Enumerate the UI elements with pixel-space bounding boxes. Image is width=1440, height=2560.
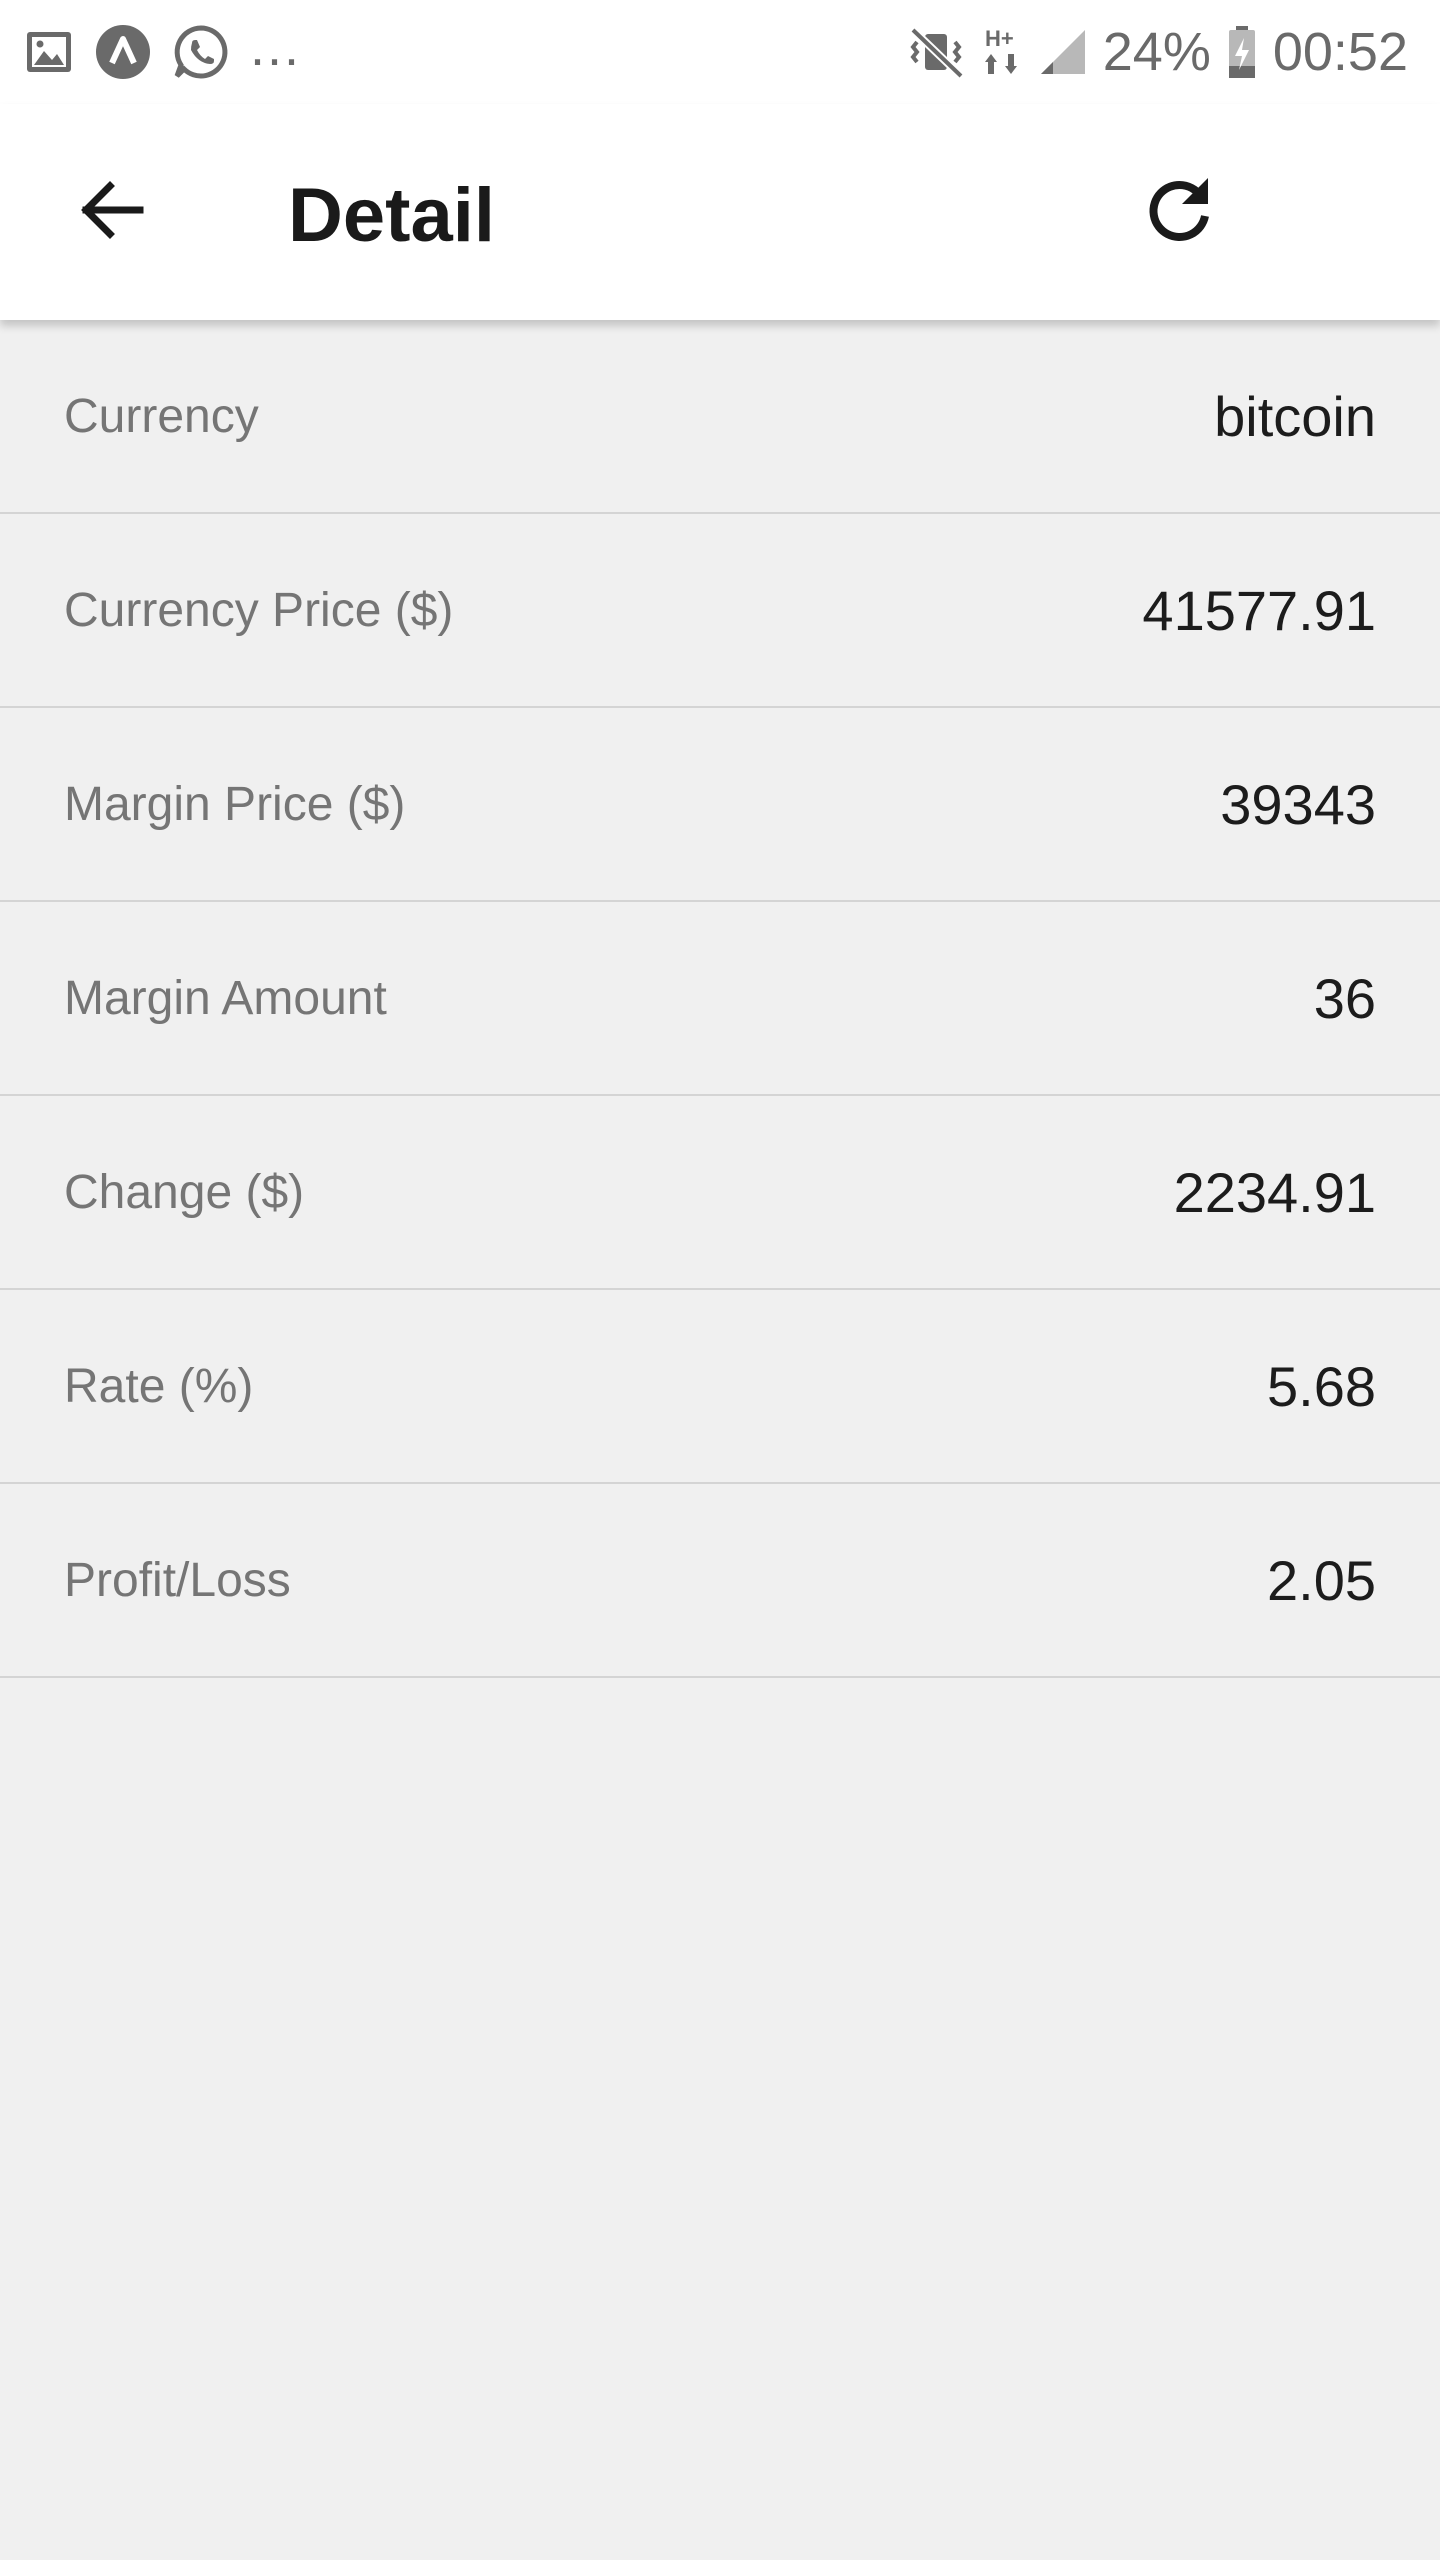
detail-label: Currency (64, 389, 259, 443)
detail-label: Margin Amount (64, 971, 387, 1025)
detail-row-currency: Currency bitcoin (0, 320, 1440, 514)
svg-text:H+: H+ (985, 26, 1014, 51)
app-bar: Detail (0, 104, 1440, 320)
detail-value: 41577.91 (1142, 578, 1376, 642)
refresh-button[interactable] (1130, 162, 1230, 262)
detail-row-margin-amount: Margin Amount 36 (0, 902, 1440, 1096)
detail-value: bitcoin (1214, 384, 1376, 448)
refresh-icon (1142, 172, 1218, 253)
whatsapp-icon (172, 23, 230, 81)
arrow-left-icon (76, 174, 148, 251)
detail-label: Rate (%) (64, 1359, 254, 1413)
detail-row-margin-price: Margin Price ($) 39343 (0, 708, 1440, 902)
detail-row-rate: Rate (%) 5.68 (0, 1290, 1440, 1484)
status-system: H+ 24% 00:52 (907, 14, 1408, 90)
status-bar: ... H+ 24% (0, 0, 1440, 104)
more-notifications-indicator: ... (250, 17, 302, 77)
signal-icon (1039, 28, 1087, 76)
gallery-icon (24, 27, 74, 77)
detail-value: 5.68 (1267, 1354, 1376, 1418)
back-button[interactable] (62, 162, 162, 262)
status-notifications: ... (24, 17, 302, 86)
detail-label: Change ($) (64, 1165, 305, 1219)
detail-value: 2.05 (1267, 1548, 1376, 1612)
detail-value: 39343 (1220, 772, 1376, 836)
battery-percent: 24% (1102, 22, 1211, 82)
page-title: Detail (288, 173, 495, 258)
detail-label: Margin Price ($) (64, 777, 406, 831)
mute-vibrate-icon (907, 24, 967, 80)
hplus-data-icon: H+ (983, 24, 1023, 80)
clock: 00:52 (1272, 22, 1408, 82)
detail-label: Profit/Loss (64, 1553, 291, 1607)
battery-icon (1227, 24, 1257, 80)
app-a-icon (94, 23, 152, 81)
detail-value: 2234.91 (1173, 1160, 1376, 1224)
detail-row-profit-loss: Profit/Loss 2.05 (0, 1484, 1440, 1678)
detail-value: 36 (1313, 966, 1376, 1030)
detail-row-currency-price: Currency Price ($) 41577.91 (0, 514, 1440, 708)
detail-row-change: Change ($) 2234.91 (0, 1096, 1440, 1290)
detail-list: Currency bitcoin Currency Price ($) 4157… (0, 320, 1440, 1678)
detail-label: Currency Price ($) (64, 583, 454, 637)
